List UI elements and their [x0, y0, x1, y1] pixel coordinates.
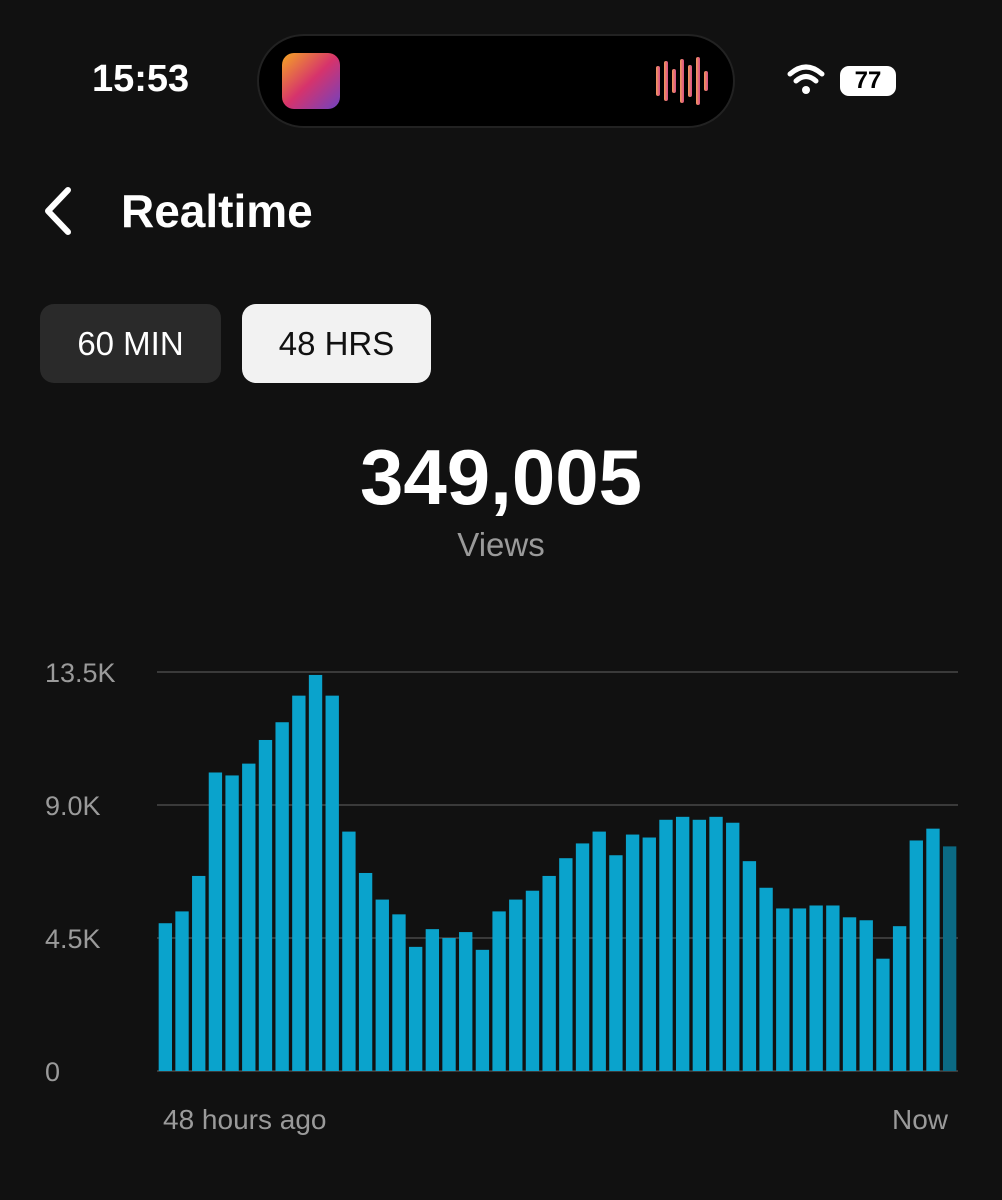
- dynamic-island: [257, 34, 735, 128]
- bar: [859, 920, 873, 1071]
- back-button[interactable]: [38, 186, 78, 236]
- bar: [509, 899, 523, 1071]
- bar: [876, 958, 890, 1071]
- bar: [776, 908, 790, 1071]
- y-tick-label: 13.5K: [45, 658, 116, 688]
- bar: [659, 819, 673, 1071]
- bar: [926, 828, 940, 1071]
- bar: [425, 929, 440, 1071]
- tab-selected[interactable]: 48 HRS: [242, 304, 431, 383]
- bar: [809, 905, 823, 1071]
- bar: [375, 899, 389, 1071]
- bar: [192, 875, 206, 1071]
- bar: [642, 837, 656, 1071]
- bar: [942, 846, 957, 1071]
- battery: 77: [840, 66, 896, 96]
- bar: [292, 695, 306, 1071]
- bar: [475, 949, 490, 1071]
- bar: [575, 843, 590, 1071]
- bar: [492, 911, 506, 1071]
- bar: [726, 822, 740, 1071]
- bar: [275, 722, 289, 1071]
- bar: [625, 834, 640, 1071]
- bar: [392, 914, 406, 1071]
- bar: [525, 890, 540, 1071]
- total-label: Views: [457, 526, 545, 563]
- bar: [609, 855, 623, 1071]
- x-end-label: Now: [892, 1104, 949, 1135]
- bar: [909, 840, 923, 1071]
- bar: [892, 926, 907, 1071]
- bar: [408, 946, 423, 1071]
- bar: [709, 816, 723, 1071]
- bar: [826, 905, 840, 1071]
- bar: [792, 908, 807, 1071]
- y-tick-label: 4.5K: [45, 924, 101, 954]
- bar: [242, 763, 256, 1071]
- bar: [325, 695, 339, 1071]
- bar: [692, 819, 707, 1071]
- bar: [342, 831, 356, 1071]
- bar: [225, 775, 239, 1071]
- bar: [442, 938, 456, 1071]
- bar: [842, 917, 857, 1071]
- bar: [358, 872, 373, 1071]
- bar: [542, 875, 556, 1071]
- bar: [158, 923, 173, 1071]
- bar: [742, 861, 757, 1071]
- bar: [175, 911, 189, 1071]
- bar: [258, 739, 273, 1071]
- bar: [459, 932, 473, 1071]
- x-start-label: 48 hours ago: [163, 1104, 326, 1135]
- y-tick-label: 9.0K: [45, 791, 101, 821]
- bar: [308, 674, 323, 1071]
- bar: [675, 816, 690, 1071]
- bar: [592, 831, 606, 1071]
- total-views: 349,005: [360, 433, 642, 521]
- clock: 15:53: [92, 58, 190, 100]
- page-title: Realtime: [121, 185, 313, 237]
- bar: [208, 772, 223, 1071]
- wifi-icon: [787, 64, 825, 94]
- bar: [759, 887, 773, 1071]
- tab[interactable]: 60 MIN: [40, 304, 221, 383]
- y-tick-label: 0: [45, 1057, 60, 1087]
- bar: [559, 858, 573, 1071]
